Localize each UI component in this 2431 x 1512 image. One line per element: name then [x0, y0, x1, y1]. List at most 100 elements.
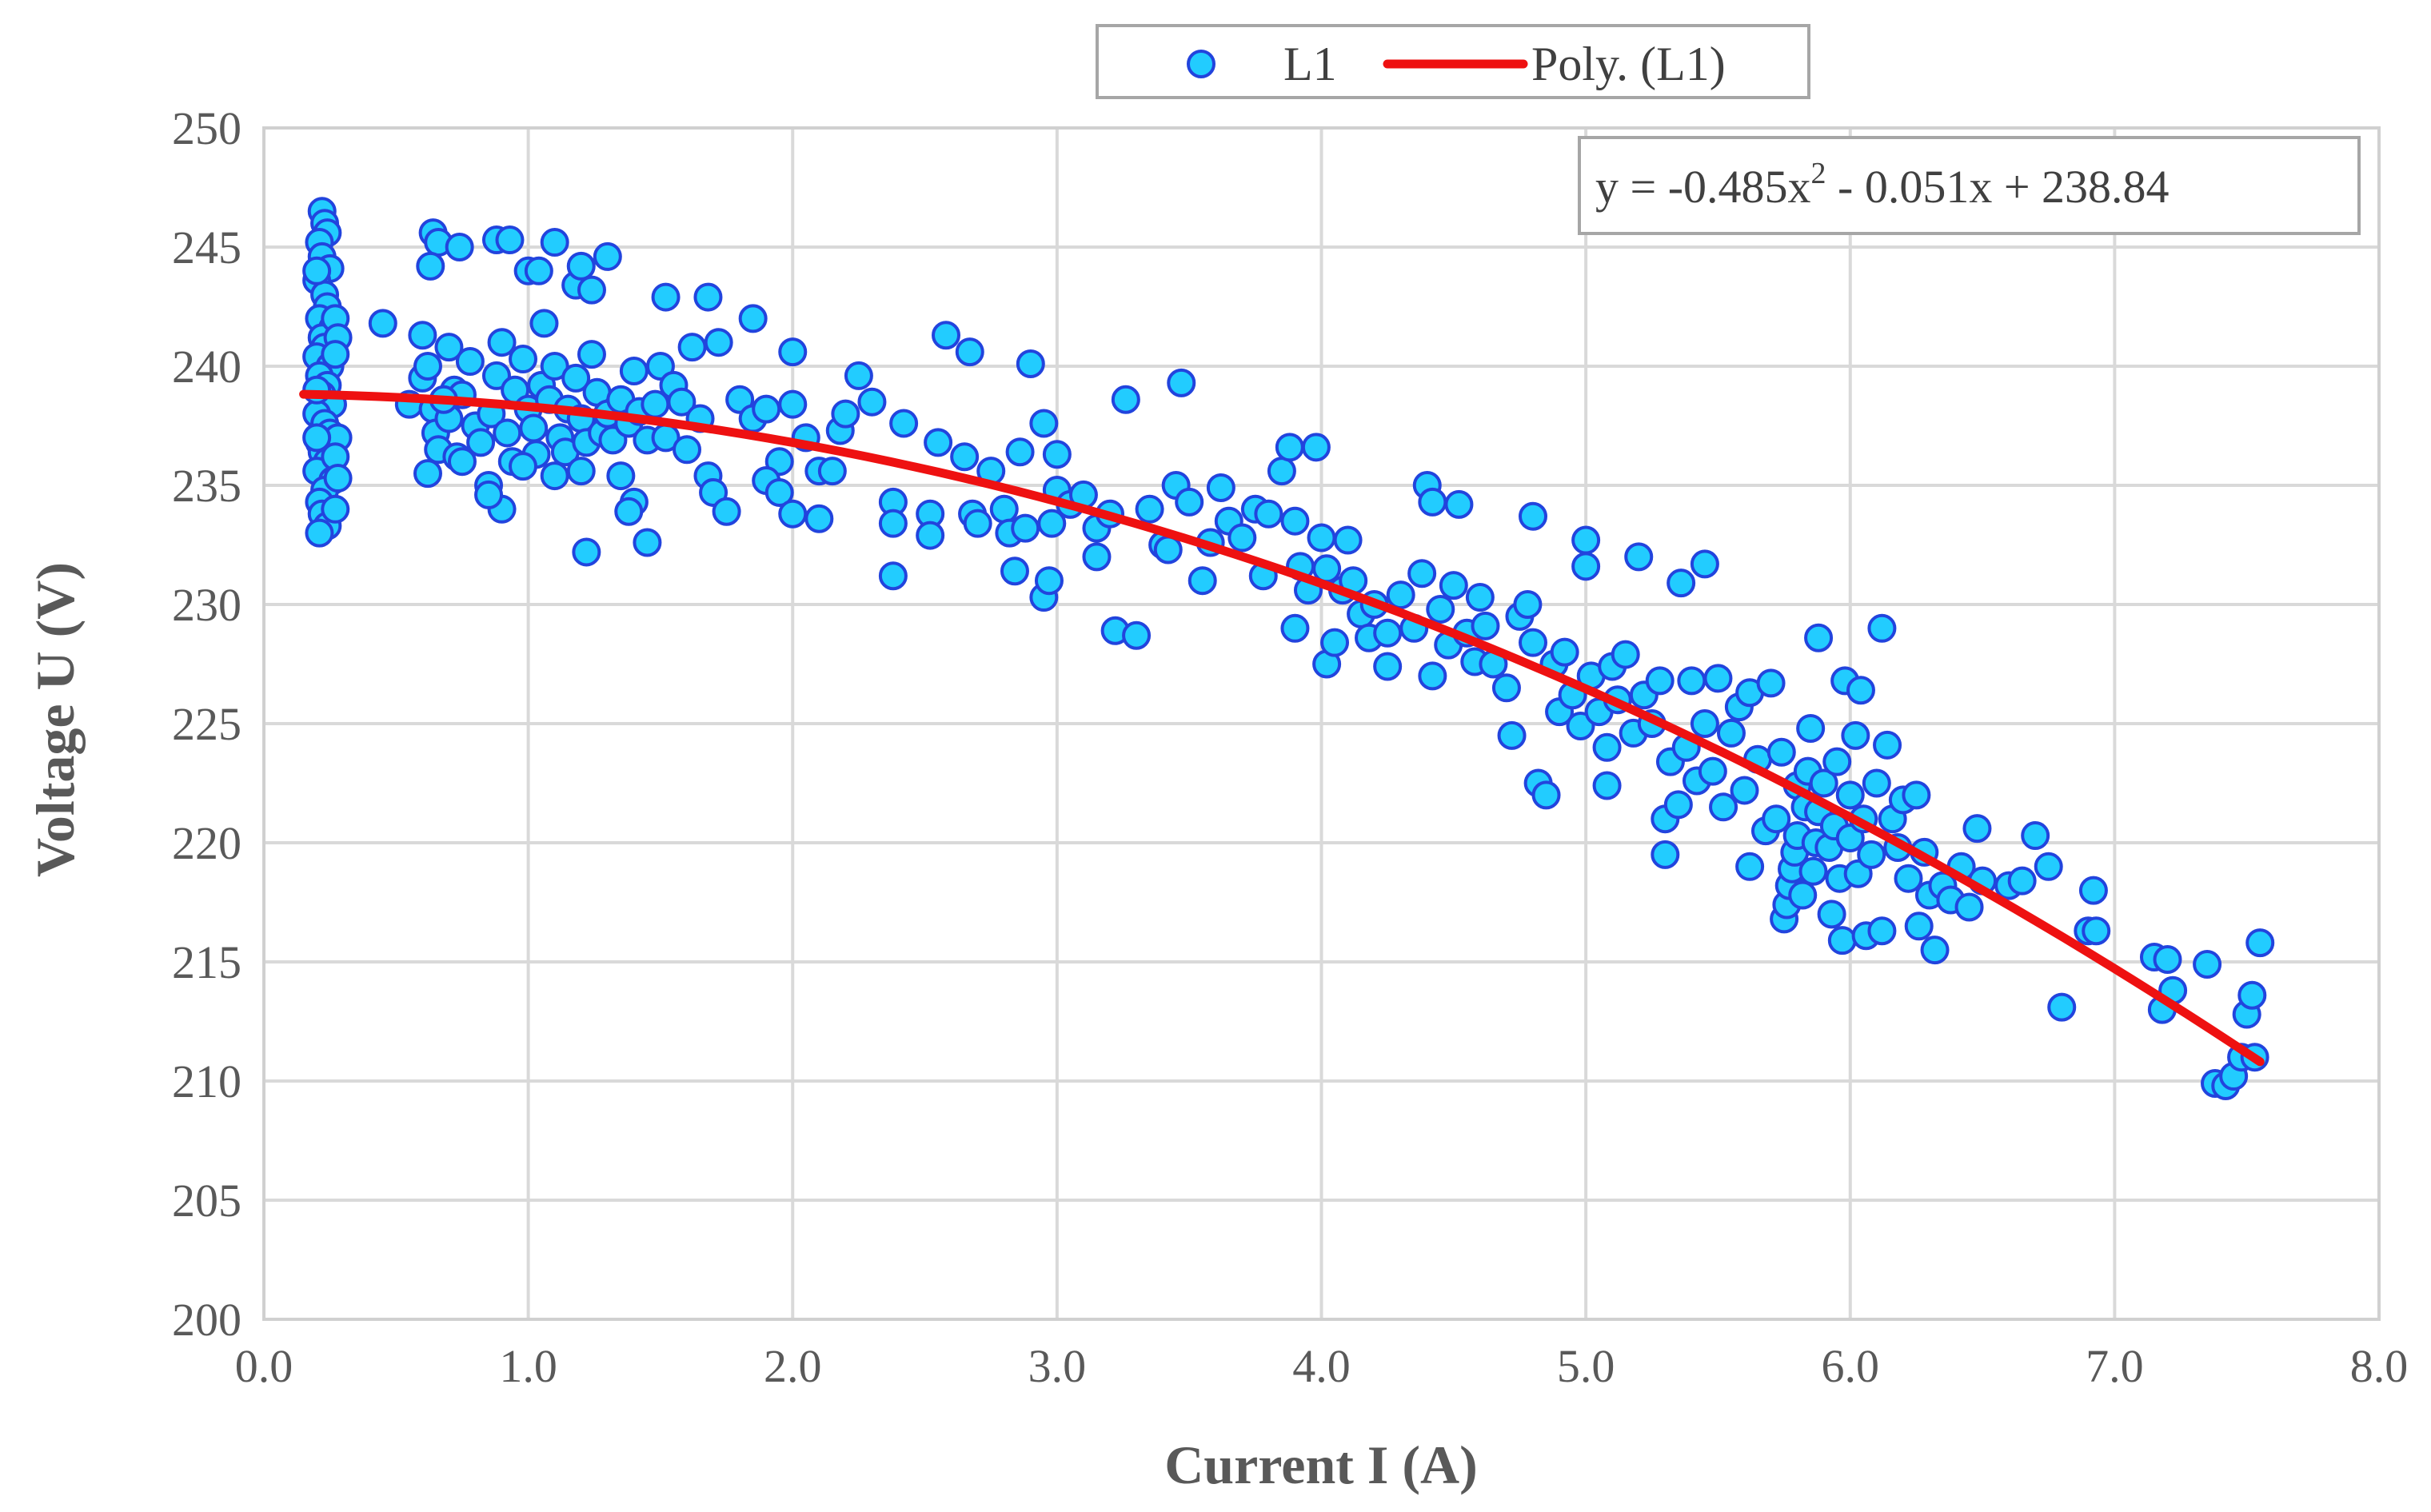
data-point	[2021, 821, 2050, 851]
data-point	[1307, 523, 1336, 553]
data-point	[2047, 992, 2077, 1022]
y-tick-label: 235	[172, 460, 242, 512]
x-axis-title: Current I (A)	[1164, 1434, 1478, 1495]
data-point	[804, 504, 834, 533]
equation-suffix: - 0.051x + 238.84	[1826, 161, 2170, 213]
data-point	[1788, 880, 1818, 910]
data-point	[447, 447, 477, 477]
data-point	[1011, 513, 1040, 543]
data-point	[1275, 433, 1304, 462]
data-point	[1651, 840, 1680, 869]
data-point	[1082, 542, 1112, 572]
data-point	[1645, 666, 1675, 696]
data-point	[1519, 628, 1547, 657]
y-tick-label: 240	[172, 341, 242, 393]
x-tick-label: 8.0	[2350, 1340, 2409, 1392]
data-point	[1762, 804, 1791, 834]
data-point	[1857, 840, 1886, 869]
data-point	[778, 389, 808, 419]
data-point	[1698, 756, 1727, 786]
data-point	[1465, 583, 1495, 612]
data-point	[495, 225, 525, 255]
data-point	[1373, 618, 1403, 648]
x-tick-label: 4.0	[1292, 1340, 1351, 1392]
data-point	[704, 328, 733, 357]
data-point	[878, 509, 908, 538]
data-point	[408, 321, 437, 350]
data-point	[572, 537, 601, 567]
y-tick-label: 220	[172, 817, 242, 869]
data-point	[1280, 613, 1310, 643]
equation-prefix: y = -0.485x	[1595, 161, 1811, 213]
data-point	[889, 409, 919, 438]
data-point	[614, 497, 644, 526]
data-point	[519, 413, 549, 443]
data-point	[924, 428, 953, 457]
y-tick-label: 230	[172, 579, 242, 631]
data-point	[1566, 711, 1595, 740]
data-point	[1873, 730, 1902, 760]
data-point	[1867, 613, 1897, 643]
data-point	[1663, 790, 1693, 820]
data-point	[1592, 771, 1622, 800]
data-point	[1862, 768, 1891, 798]
data-point	[1497, 720, 1527, 750]
data-point	[1153, 535, 1183, 565]
y-axis-title: Voltage U (V)	[25, 562, 86, 877]
data-point	[509, 345, 538, 374]
data-point	[651, 282, 681, 312]
data-point	[844, 361, 873, 390]
y-tick-label: 210	[172, 1055, 242, 1107]
data-point	[1333, 525, 1363, 555]
tick-labels: 0.0 1.0 2.0 3.0 4.0 5.0 6.0 7.0 8.0 200 205 210 215 2…	[172, 102, 2408, 1392]
data-point	[321, 494, 350, 524]
data-point	[1301, 433, 1331, 462]
data-point	[1690, 709, 1719, 738]
data-point	[1167, 368, 1196, 397]
data-point	[1954, 892, 1984, 922]
data-point	[2153, 945, 2182, 975]
data-point	[1756, 668, 1786, 698]
data-point	[1904, 912, 1934, 941]
data-point	[950, 442, 980, 472]
data-point	[1471, 611, 1500, 640]
data-point	[606, 461, 636, 491]
data-point	[738, 304, 768, 333]
data-point	[1827, 926, 1857, 955]
x-tick-label: 5.0	[1557, 1340, 1615, 1392]
data-point	[593, 241, 622, 271]
data-point	[1766, 737, 1796, 767]
data-point	[368, 309, 397, 338]
data-point	[1709, 792, 1738, 822]
trendline-equation-box: y = -0.485x2 - 0.051x + 238.84	[1578, 136, 2361, 235]
data-point	[1902, 780, 1931, 810]
data-point	[1439, 571, 1468, 600]
y-tick-label: 225	[172, 698, 242, 750]
data-point	[1690, 549, 1719, 579]
data-point	[305, 518, 334, 548]
data-point	[778, 499, 808, 529]
data-point	[857, 387, 887, 417]
data-point	[1513, 590, 1543, 619]
data-point	[566, 251, 596, 281]
data-point	[2245, 928, 2275, 958]
data-point	[540, 461, 569, 491]
data-point	[673, 435, 701, 465]
data-point	[1426, 594, 1455, 624]
y-tick-label: 205	[172, 1175, 242, 1227]
data-point	[1677, 666, 1706, 696]
data-point	[1716, 718, 1746, 748]
data-point	[963, 509, 992, 538]
data-point	[493, 418, 522, 448]
data-point	[1005, 437, 1035, 467]
data-point	[916, 521, 945, 550]
x-tick-label: 7.0	[2086, 1340, 2144, 1392]
data-point	[1804, 623, 1834, 652]
data-point	[1550, 637, 1579, 667]
data-point	[474, 480, 504, 509]
data-point	[764, 477, 794, 507]
data-point	[434, 333, 464, 362]
data-point	[1227, 523, 1257, 553]
legend-label-poly: Poly. (L1)	[1531, 38, 1726, 90]
